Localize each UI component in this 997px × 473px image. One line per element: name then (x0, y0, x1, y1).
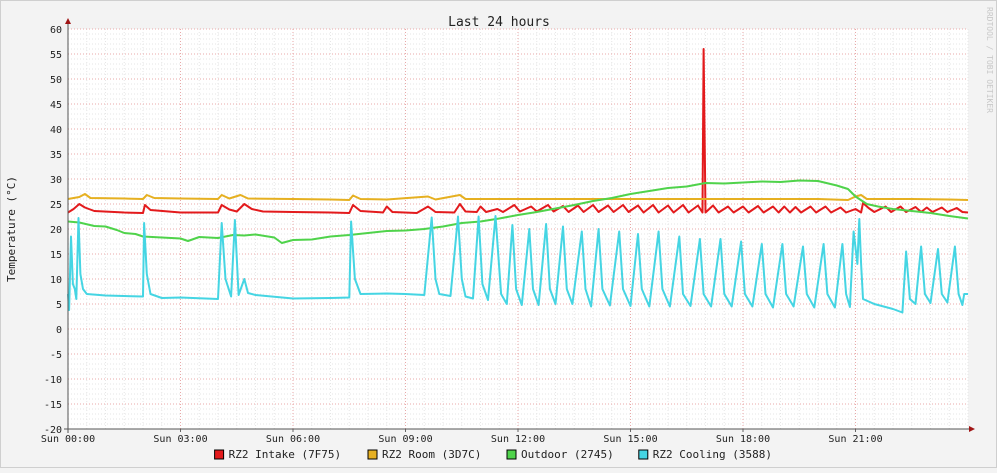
legend-label-3: RZ2 Cooling (3588) (653, 448, 772, 461)
x-tick-label: Sun 00:00 (41, 434, 95, 445)
x-tick-label: Sun 18:00 (716, 434, 770, 445)
legend: RZ2 Intake (7F75) RZ2 Room (3D7C) Outdoor … (214, 448, 772, 461)
y-tick-label: 50 (50, 75, 62, 86)
legend-swatch-2 (506, 449, 517, 460)
y-tick-label: 35 (50, 150, 62, 161)
y-tick-label: 45 (50, 100, 62, 111)
legend-label-0: RZ2 Intake (7F75) (229, 448, 342, 461)
y-tick-label: 40 (50, 125, 62, 136)
y-axis-label: Temperature (°C) (5, 176, 18, 282)
y-tick-label: 15 (50, 250, 62, 261)
watermark: RRDTOOL / TOBI OETIKER (985, 7, 994, 113)
y-tick-label: 25 (50, 200, 62, 211)
y-tick-label: -20 (44, 425, 62, 436)
x-axis-arrow (969, 426, 975, 432)
x-tick-label: Sun 12:00 (491, 434, 545, 445)
legend-swatch-1 (367, 449, 378, 460)
legend-label-2: Outdoor (2745) (521, 448, 614, 461)
y-tick-label: 5 (56, 300, 62, 311)
y-tick-label: 60 (50, 25, 62, 36)
legend-swatch-3 (638, 449, 649, 460)
y-tick-label: 30 (50, 175, 62, 186)
chart-title: Last 24 hours (448, 15, 550, 30)
series-layer (67, 48, 969, 314)
y-tick-label: 0 (56, 325, 62, 336)
x-tick-label: Sun 15:00 (603, 434, 657, 445)
x-tick-label: Sun 09:00 (378, 434, 432, 445)
series-line-2 (67, 179, 969, 244)
y-tick-label: -5 (50, 350, 62, 361)
y-tick-label: -10 (44, 375, 62, 386)
series-line-1 (67, 193, 969, 201)
y-tick-label: -15 (44, 400, 62, 411)
y-tick-label: 55 (50, 50, 62, 61)
series-line-3 (67, 215, 968, 314)
x-tick-label: Sun 03:00 (153, 434, 207, 445)
tick-labels: -20 -15 -10 -5 0 5 10 15 20 25 30 35 40 45 50 55 60 Sun 0… (41, 25, 883, 445)
axis-layer (64, 18, 975, 433)
x-tick-label: Sun 21:00 (828, 434, 882, 445)
series-line-0 (67, 48, 969, 214)
legend-swatch-0 (214, 449, 225, 460)
grid-layer (67, 28, 969, 430)
y-axis-arrow (65, 18, 71, 24)
y-tick-label: 10 (50, 275, 62, 286)
x-tick-label: Sun 06:00 (266, 434, 320, 445)
legend-label-1: RZ2 Room (3D7C) (382, 448, 481, 461)
y-tick-label: 20 (50, 225, 62, 236)
